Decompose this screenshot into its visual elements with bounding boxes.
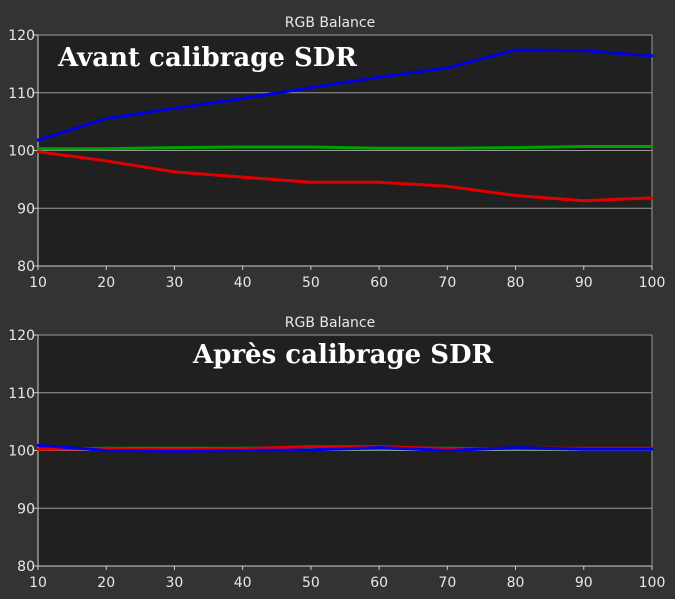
x-tick-label: 60	[370, 275, 388, 291]
y-tick-label: 120	[8, 28, 35, 44]
x-tick-label: 10	[29, 275, 47, 291]
x-tick-label: 90	[575, 275, 593, 291]
y-tick-label: 90	[17, 501, 35, 517]
x-tick-label: 40	[234, 275, 252, 291]
series-line	[36, 145, 654, 151]
series-line	[36, 48, 654, 142]
x-tick-label: 20	[97, 575, 115, 591]
x-tick-label: 30	[166, 275, 184, 291]
y-tick-label: 110	[8, 86, 35, 102]
x-tick-label: 100	[639, 575, 666, 591]
x-tick-label: 50	[302, 575, 320, 591]
chart-before-calibration: RGB Balance 80 90 100 110 120 10 20 30 40 50 60 70 8…	[8, 15, 666, 291]
y-tick-label: 120	[8, 328, 35, 344]
y-tick-label: 100	[8, 144, 35, 160]
x-tick-label: 80	[507, 275, 525, 291]
x-tick-label: 70	[438, 575, 456, 591]
chart-after-calibration: RGB Balance 80 90 100 110 120 10 20 30 40 50 60 70 8…	[8, 315, 666, 591]
x-tick-label: 70	[438, 275, 456, 291]
x-tick-label: 50	[302, 275, 320, 291]
x-tick-label: 80	[507, 575, 525, 591]
y-tick-label: 90	[17, 201, 35, 217]
x-tick-label: 90	[575, 575, 593, 591]
x-tick-label: 20	[97, 275, 115, 291]
overlay-label: Après calibrage SDR	[192, 340, 494, 370]
x-tick-label: 30	[166, 575, 184, 591]
x-tick-label: 60	[370, 575, 388, 591]
chart-title: RGB Balance	[285, 315, 375, 331]
x-tick-label: 10	[29, 575, 47, 591]
series-line	[36, 150, 654, 203]
y-tick-label: 110	[8, 386, 35, 402]
chart-title: RGB Balance	[285, 15, 375, 31]
x-tick-label: 40	[234, 575, 252, 591]
series-line	[36, 443, 654, 453]
overlay-label: Avant calibrage SDR	[57, 43, 357, 73]
y-tick-label: 100	[8, 444, 35, 460]
y-tick-label: 80	[17, 259, 35, 275]
x-tick-label: 100	[639, 275, 666, 291]
y-tick-label: 80	[17, 559, 35, 575]
